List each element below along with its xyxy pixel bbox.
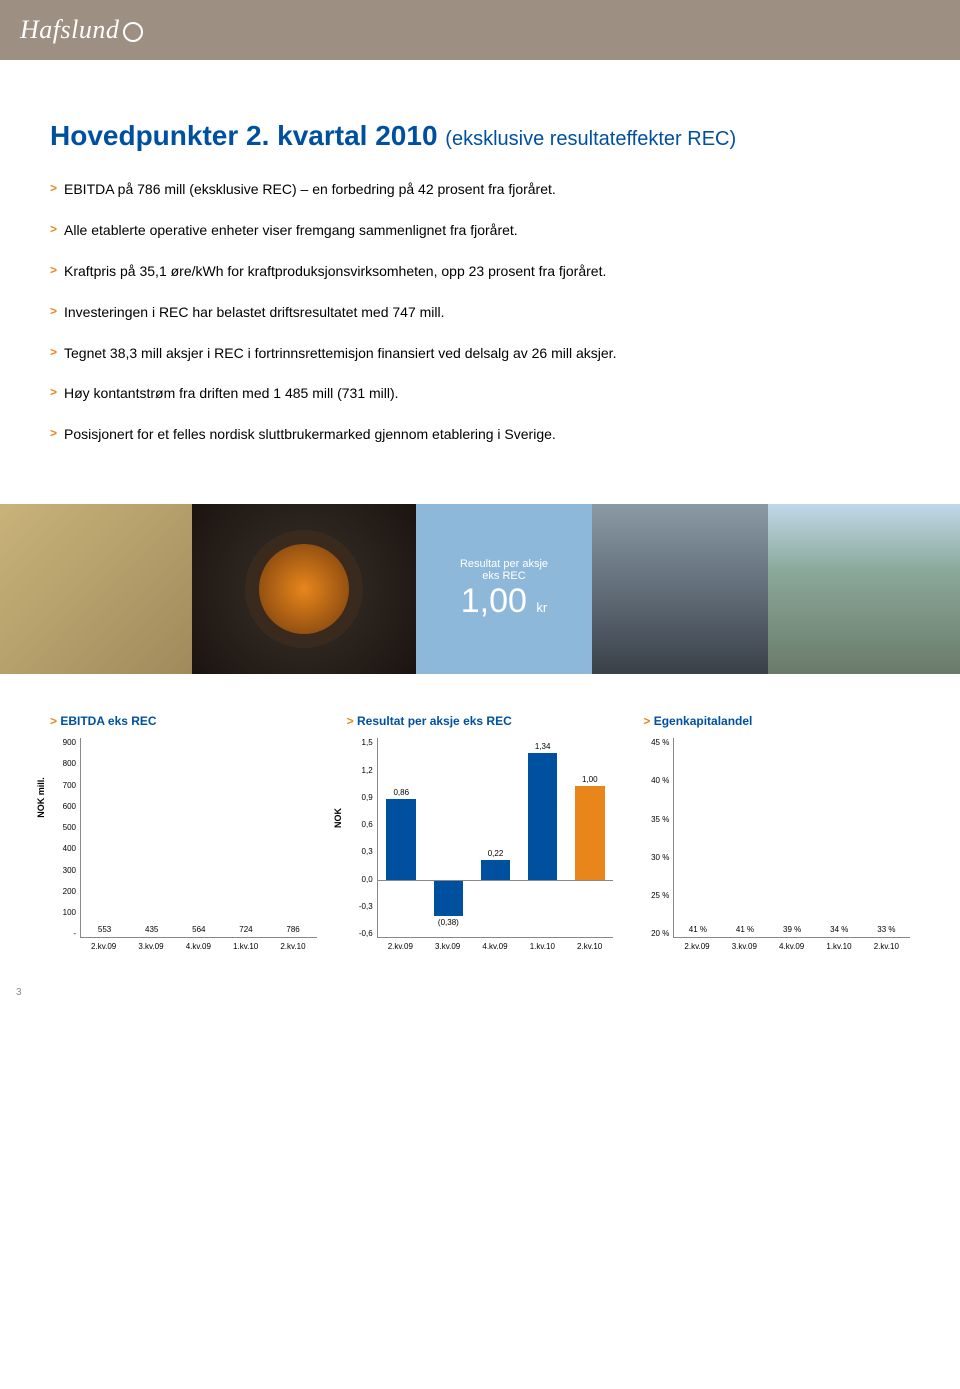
y-axis-ticks: 900800700600500400300200100-	[50, 738, 80, 938]
kpi-value-number: 1,00	[461, 582, 527, 620]
photo-placeholder	[0, 504, 192, 674]
page-title: Hovedpunkter 2. kvartal 2010 (eksklusive…	[50, 120, 910, 152]
bullet-list: EBITDA på 786 mill (eksklusive REC) – en…	[50, 180, 910, 444]
chart-ebitda: EBITDA eks REC NOK mill. 900800700600500…	[50, 714, 317, 951]
charts-row: EBITDA eks REC NOK mill. 900800700600500…	[50, 714, 910, 961]
chart-area: 45 %40 %35 %30 %25 %20 % 41 %41 %39 %34 …	[643, 738, 910, 938]
header-bar: Hafslund	[0, 0, 960, 60]
x-axis-labels: 2.kv.093.kv.094.kv.091.kv.102.kv.10	[673, 942, 910, 951]
plot-area: 0,86(0,38)0,221,341,00	[377, 738, 614, 938]
x-axis-labels: 2.kv.093.kv.094.kv.091.kv.102.kv.10	[80, 942, 317, 951]
chart-title: Resultat per aksje eks REC	[347, 714, 614, 728]
bars: 553435564724786	[81, 738, 317, 937]
photo-placeholder	[768, 504, 960, 674]
chart-area: NOK mill. 900800700600500400300200100- 5…	[50, 738, 317, 938]
bullet-item: Posisjonert for et felles nordisk sluttb…	[50, 425, 910, 444]
photo-placeholder	[192, 504, 416, 674]
chart-title: Egenkapitalandel	[643, 714, 910, 728]
plot-area: 41 %41 %39 %34 %33 %	[673, 738, 910, 938]
kpi-label: Resultat per aksje	[460, 558, 548, 570]
logo: Hafslund	[20, 15, 143, 45]
title-main: Hovedpunkter 2. kvartal 2010	[50, 120, 438, 151]
y-axis-ticks: 45 %40 %35 %30 %25 %20 %	[643, 738, 673, 938]
title-sub: (eksklusive resultateffekter REC)	[445, 128, 736, 150]
y-axis-label: NOK mill.	[36, 777, 46, 818]
chart-eps: Resultat per aksje eks REC NOK 1,51,20,9…	[347, 714, 614, 951]
page-number: 3	[0, 981, 960, 1008]
plot-area: 553435564724786	[80, 738, 317, 938]
chart-area: NOK 1,51,20,90,60,30,0-0,3-0,6 0,86(0,38…	[347, 738, 614, 938]
y-axis-ticks: 1,51,20,90,60,30,0-0,3-0,6	[347, 738, 377, 938]
image-strip: Resultat per aksje eks REC 1,00 kr	[0, 504, 960, 674]
bars: 41 %41 %39 %34 %33 %	[674, 738, 910, 937]
logo-icon	[123, 22, 143, 42]
bullet-item: Alle etablerte operative enheter viser f…	[50, 221, 910, 240]
bullet-item: Investeringen i REC har belastet driftsr…	[50, 303, 910, 322]
kpi-tile: Resultat per aksje eks REC 1,00 kr	[416, 504, 592, 674]
y-axis-label: NOK	[333, 808, 343, 828]
kpi-label: eks REC	[482, 570, 525, 582]
kpi-value: 1,00 kr	[461, 582, 547, 621]
kpi-unit: kr	[536, 600, 547, 615]
chart-equity: Egenkapitalandel 45 %40 %35 %30 %25 %20 …	[643, 714, 910, 951]
bullet-item: Tegnet 38,3 mill aksjer i REC i fortrinn…	[50, 344, 910, 363]
page-content: Hovedpunkter 2. kvartal 2010 (eksklusive…	[0, 60, 960, 981]
bullet-item: Høy kontantstrøm fra driften med 1 485 m…	[50, 384, 910, 403]
logo-text: Hafslund	[20, 15, 119, 44]
photo-placeholder	[592, 504, 768, 674]
x-axis-labels: 2.kv.093.kv.094.kv.091.kv.102.kv.10	[377, 942, 614, 951]
bars: 0,86(0,38)0,221,341,00	[378, 738, 614, 937]
bullet-item: Kraftpris på 35,1 øre/kWh for kraftprodu…	[50, 262, 910, 281]
chart-title: EBITDA eks REC	[50, 714, 317, 728]
bullet-item: EBITDA på 786 mill (eksklusive REC) – en…	[50, 180, 910, 199]
